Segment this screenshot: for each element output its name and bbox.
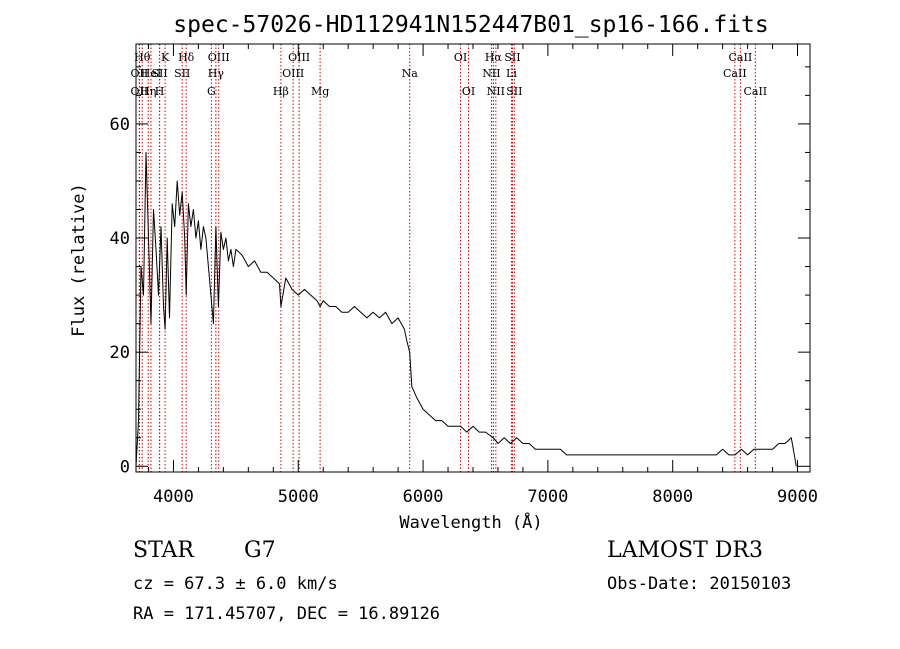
x-tick-label: 7000	[527, 487, 568, 507]
y-axis-ticks: 0 20 40 60	[110, 66, 810, 477]
spectral-line-label: Mg	[311, 85, 329, 98]
chart-title: spec-57026-HD112941N152447B01_sp16-166.f…	[173, 12, 768, 38]
spectral-line-label: OII	[131, 67, 149, 80]
x-axis-label: Wavelength (Å)	[399, 511, 542, 533]
spectral-line-label: CaII	[743, 85, 767, 98]
spectral-line-label: CaII	[729, 51, 753, 64]
spectral-line-label: NII	[482, 67, 500, 80]
y-tick-label: 40	[110, 229, 130, 249]
spectral-line-label: Hη	[140, 85, 156, 98]
spectral-line-label: OI	[454, 51, 467, 64]
spectral-line-label: CaII	[723, 67, 747, 80]
spectral-line-label: H	[155, 85, 165, 98]
spectral-line-label: SII	[151, 67, 167, 80]
spectral-line-label: HeI	[141, 67, 161, 80]
spectral-line-label: Hβ	[273, 85, 289, 98]
spectral-line-label: OIII	[282, 67, 304, 80]
spectral-subclass: G7	[244, 538, 276, 563]
y-tick-label: 60	[110, 115, 130, 135]
flux-series	[135, 151, 797, 467]
spectral-line-label: Hα	[485, 51, 503, 64]
object-class: STAR	[133, 538, 194, 563]
spectral-line-label: Na	[402, 67, 419, 80]
plot-frame	[135, 43, 811, 473]
spectral-line-label: OII	[131, 85, 149, 98]
x-axis-ticks: 4000 5000 6000 7000 8000 9000	[147, 44, 818, 507]
spectral-line-labels: OII OII Hθ Hη HeI H SII K Hδ SII G Hγ OIII Hβ OIII OIII…	[131, 51, 768, 98]
spectral-line-markers	[138, 44, 756, 472]
spectral-line-label: Hδ	[178, 51, 195, 64]
redshift-cz: cz = 67.3 ± 6.0 km/s	[133, 574, 338, 594]
y-tick-label: 20	[110, 343, 130, 363]
x-tick-label: 4000	[153, 487, 194, 507]
spectral-line-label: Li	[506, 67, 517, 80]
spectral-line-label: SII	[506, 85, 522, 98]
spectral-line-label: Hγ	[208, 67, 225, 80]
observation-date: Obs-Date: 20150103	[607, 574, 792, 594]
spectral-line-label: G	[207, 85, 216, 98]
survey-name: LAMOST DR3	[607, 538, 763, 563]
x-tick-label: 9000	[777, 487, 818, 507]
flux-line	[135, 151, 797, 467]
spectral-line-label: NII	[487, 85, 505, 98]
spectral-line-label: Hθ	[134, 51, 151, 64]
coordinates: RA = 171.45707, DEC = 16.89126	[133, 604, 441, 624]
spectral-line-label: SII	[504, 51, 520, 64]
spectral-line-label: OIII	[288, 51, 310, 64]
spectral-line-label: OI	[462, 85, 475, 98]
spectral-line-label: SII	[174, 67, 190, 80]
y-axis-label: Flux (relative)	[69, 183, 89, 337]
x-tick-label: 5000	[278, 487, 319, 507]
x-tick-label: 6000	[403, 487, 444, 507]
x-tick-label: 8000	[652, 487, 693, 507]
spectral-line-label: K	[161, 51, 170, 64]
spectral-line-label: OIII	[208, 51, 230, 64]
y-tick-label: 0	[120, 457, 130, 477]
